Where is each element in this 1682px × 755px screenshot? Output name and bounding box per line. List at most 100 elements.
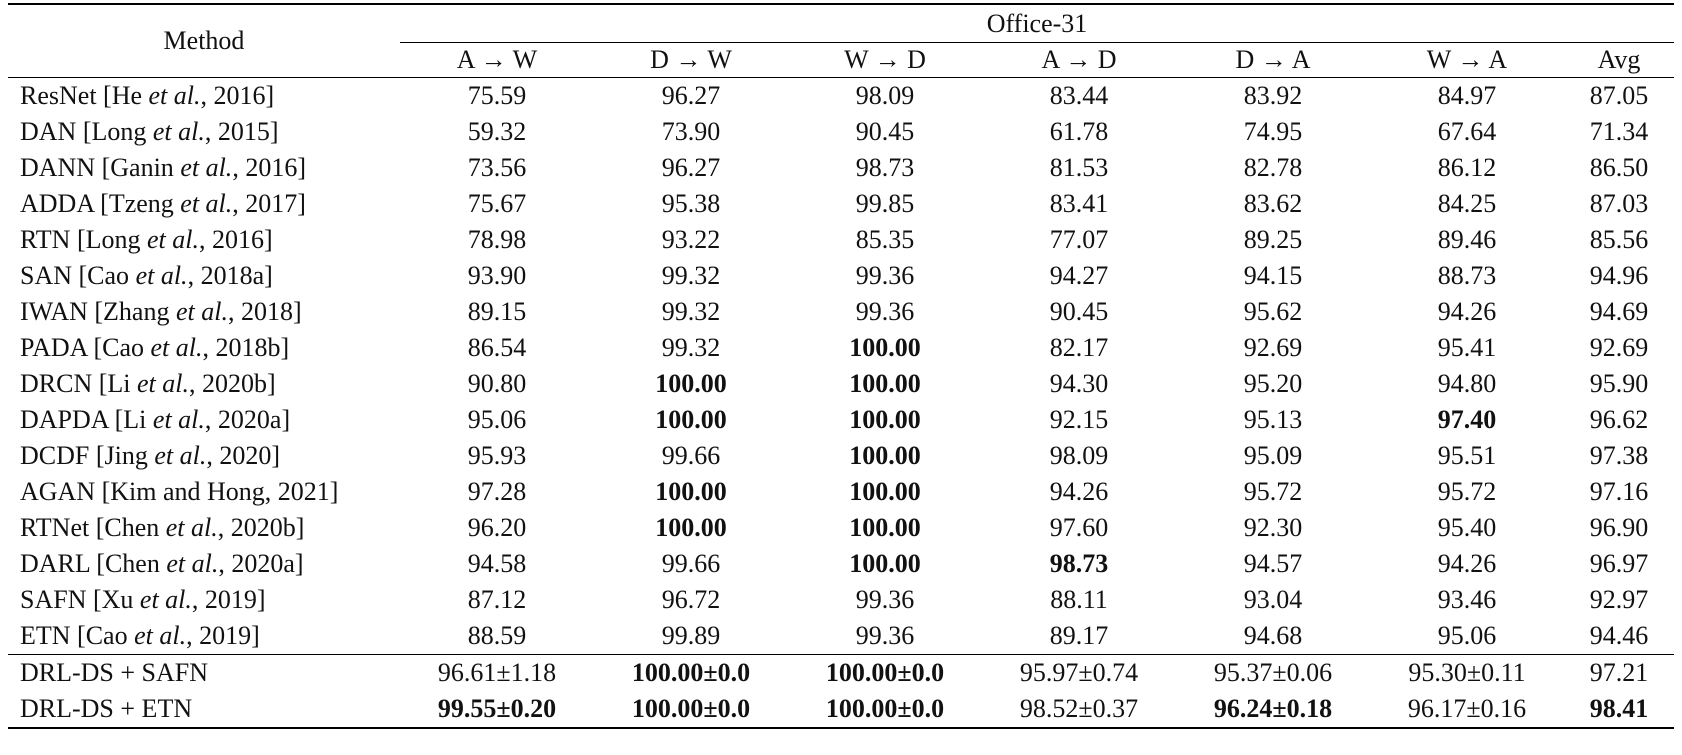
avg-value-cell: 92.69 (1589, 333, 1649, 362)
accuracy-value-cell: 93.22 (661, 225, 721, 254)
column-header-d-a: D → A (1235, 45, 1311, 74)
accuracy-value-cell: 96.27 (594, 77, 788, 114)
accuracy-value-cell: 73.90 (661, 117, 721, 146)
table-row: SAN [Cao et al., 2018a] 93.90 99.32 99.36 94… (8, 258, 1674, 294)
accuracy-value-cell: 87.12 (467, 585, 527, 614)
accuracy-value-cell: 99.36 (855, 585, 915, 614)
accuracy-value-cell: 99.36 (855, 297, 915, 326)
accuracy-value-cell: 96.20 (467, 513, 527, 542)
method-name-cell: DRL-DS + SAFN (8, 654, 400, 691)
accuracy-value-cell: 100.00±0.0 (788, 654, 982, 691)
accuracy-value-cell: 84.97 (1370, 77, 1564, 114)
method-name: DRCN [Li (20, 369, 137, 398)
method-citation-year: , 2018a] (187, 261, 273, 290)
method-name: DCDF [Jing (20, 441, 155, 470)
accuracy-value-cell: 82.78 (1243, 153, 1303, 182)
avg-value-cell: 95.90 (1589, 369, 1649, 398)
accuracy-value-cell: 100.00 (849, 441, 921, 470)
accuracy-value-cell: 61.78 (1049, 117, 1109, 146)
method-name: ADDA [Tzeng (20, 189, 181, 218)
accuracy-value-cell: 95.06 (1437, 621, 1497, 650)
accuracy-value-cell: 90.45 (1049, 297, 1109, 326)
accuracy-value-cell: 89.15 (467, 297, 527, 326)
table-row: RTNet [Chen et al., 2020b] 96.20 100.00 100… (8, 510, 1674, 546)
accuracy-value-cell: 98.09 (1049, 441, 1109, 470)
accuracy-value-cell: 83.41 (1049, 189, 1109, 218)
method-name-cell: DRCN [Li et al., 2020b] (8, 366, 400, 402)
accuracy-value-cell: 88.73 (1437, 261, 1497, 290)
method-name-cell: DANN [Ganin et al., 2016] (8, 150, 400, 186)
accuracy-value-cell: 98.52±0.37 (982, 691, 1176, 729)
method-name: RTNet [Chen (20, 513, 166, 542)
avg-value-cell: 92.97 (1589, 585, 1649, 614)
method-name: DAN [Long (20, 117, 153, 146)
accuracy-value-cell: 95.72 (1243, 477, 1303, 506)
avg-value-cell: 86.50 (1589, 153, 1649, 182)
accuracy-value-cell: 99.32 (661, 333, 721, 362)
table-row: DCDF [Jing et al., 2020] 95.93 99.66 100.00… (8, 438, 1674, 474)
method-name: ResNet [He (20, 81, 149, 110)
method-name-cell: DARL [Chen et al., 2020a] (8, 546, 400, 582)
accuracy-value-cell: 88.59 (467, 621, 527, 650)
accuracy-value-cell: 83.62 (1243, 189, 1303, 218)
avg-value-cell: 96.97 (1589, 549, 1649, 578)
accuracy-value-cell: 100.00 (655, 513, 727, 542)
avg-value-cell: 94.96 (1589, 261, 1649, 290)
accuracy-value-cell: 83.92 (1176, 77, 1370, 114)
method-citation-year: , 2019] (186, 621, 260, 650)
method-citation-year: , 2015] (204, 117, 279, 146)
accuracy-value-cell: 94.26 (1049, 477, 1109, 506)
method-column-header: Method (8, 3, 400, 78)
method-citation-year: , 2020b] (217, 513, 305, 542)
method-name: DARL [Chen (20, 549, 167, 578)
accuracy-value-cell: 98.73 (855, 153, 915, 182)
accuracy-value-cell: 96.24±0.18 (1176, 691, 1370, 729)
accuracy-value-cell: 100.00 (849, 369, 921, 398)
method-name: PADA [Cao (20, 333, 151, 362)
method-name: IWAN [Zhang (20, 297, 176, 326)
accuracy-value-cell: 95.41 (1437, 333, 1497, 362)
avg-value-cell: 97.16 (1589, 477, 1649, 506)
table-row: RTN [Long et al., 2016] 78.98 93.22 85.35 77… (8, 222, 1674, 258)
accuracy-value-cell: 73.56 (467, 153, 527, 182)
table-row: DRL-DS + SAFN 96.61±1.18 100.00±0.0 100.00±… (8, 654, 1674, 691)
column-header-w-a: W → A (1426, 45, 1508, 74)
accuracy-value-cell: 81.53 (1049, 153, 1109, 182)
accuracy-value-cell: 88.11 (1050, 585, 1108, 614)
method-name: RTN [Long (20, 225, 147, 254)
method-citation-etal: et al. (135, 261, 188, 290)
accuracy-value-cell: 95.09 (1243, 441, 1303, 470)
table-row: ADDA [Tzeng et al., 2017] 75.67 95.38 99.85… (8, 186, 1674, 222)
avg-value-cell: 85.56 (1589, 225, 1649, 254)
method-name-cell: ETN [Cao et al., 2019] (8, 618, 400, 655)
accuracy-value-cell: 95.72 (1437, 477, 1497, 506)
avg-value-cell: 96.62 (1589, 405, 1649, 434)
accuracy-value-cell: 99.36 (855, 261, 915, 290)
method-citation-year: , 2016] (198, 225, 273, 254)
table-row: SAFN [Xu et al., 2019] 87.12 96.72 99.36 88.… (8, 582, 1674, 618)
method-name-cell: SAFN [Xu et al., 2019] (8, 582, 400, 618)
accuracy-value-cell: 95.93 (467, 441, 527, 470)
avg-value-cell: 94.46 (1589, 621, 1649, 650)
avg-value-cell: 97.38 (1589, 441, 1649, 470)
accuracy-value-cell: 99.36 (855, 621, 915, 650)
accuracy-value-cell: 74.95 (1243, 117, 1303, 146)
method-citation-etal: et al. (148, 81, 201, 110)
avg-value-cell: 71.34 (1589, 117, 1649, 146)
method-name: ETN [Cao (20, 621, 135, 650)
column-header-w-d: W → D (844, 45, 926, 74)
accuracy-value-cell: 67.64 (1437, 117, 1497, 146)
accuracy-value-cell: 97.60 (1049, 513, 1109, 542)
method-name-cell: PADA [Cao et al., 2018b] (8, 330, 400, 366)
accuracy-value-cell: 100.00 (849, 405, 921, 434)
method-name: DRL-DS + ETN (20, 694, 193, 723)
table-row: AGAN [Kim and Hong, 2021] 97.28 100.00 100.… (8, 474, 1674, 510)
method-citation-etal: et al. (146, 225, 199, 254)
method-name-cell: AGAN [Kim and Hong, 2021] (8, 474, 400, 510)
method-name-cell: IWAN [Zhang et al., 2018] (8, 294, 400, 330)
method-citation-etal: et al. (180, 153, 233, 182)
method-citation-etal: et al. (154, 441, 207, 470)
accuracy-value-cell: 100.00 (849, 549, 921, 578)
column-header-d-w: D → W (650, 45, 732, 74)
